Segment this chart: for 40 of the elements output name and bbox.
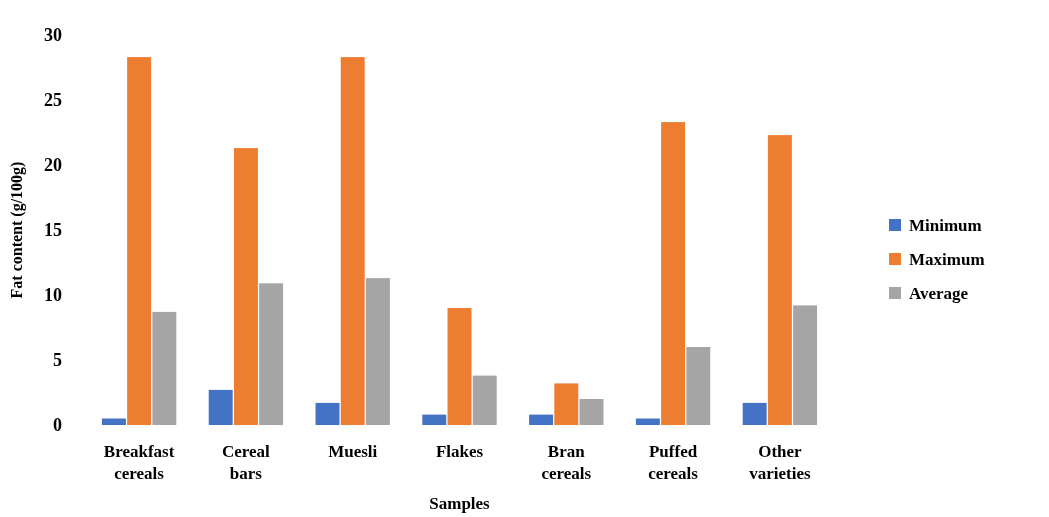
y-tick-label: 5 [53,350,62,371]
x-tick-label: Bran cereals [541,442,592,483]
bar [208,389,233,425]
bar [101,418,126,425]
bar [579,399,604,425]
bar [742,402,767,425]
bar [233,148,258,425]
bar [152,311,177,425]
bar [365,278,390,425]
bar [554,383,579,425]
y-tick-label: 15 [44,220,62,241]
bar [315,402,340,425]
x-tick-label: Puffed cereals [648,442,699,483]
y-tick-label: 10 [44,285,62,306]
bar [686,347,711,425]
bar [127,57,152,425]
bar [767,135,792,425]
y-tick-label: 30 [44,25,62,46]
x-tick-label: Cereal bars [221,442,271,483]
bar [259,283,284,425]
bar [422,414,447,425]
legend-label: Average [909,283,969,303]
y-axis-title: Fat content (g/100g) [8,161,26,299]
bar [529,414,554,425]
bar [793,305,818,425]
y-tick-label: 25 [44,90,62,111]
legend-label: Minimum [909,215,982,235]
x-tick-label: Breakfast cereals [103,442,175,483]
bar [447,308,472,425]
bar [340,57,365,425]
y-tick-label: 0 [53,415,62,436]
x-tick-label: Flakes [435,442,484,461]
y-tick-label: 20 [44,155,62,176]
x-axis-title: Samples [429,494,491,513]
bar [661,122,686,425]
x-tick-label: Muesli [328,442,378,461]
bar [472,375,497,425]
x-tick-label: Other varieties [749,442,811,483]
legend-label: Maximum [909,249,985,269]
bar [635,418,660,425]
